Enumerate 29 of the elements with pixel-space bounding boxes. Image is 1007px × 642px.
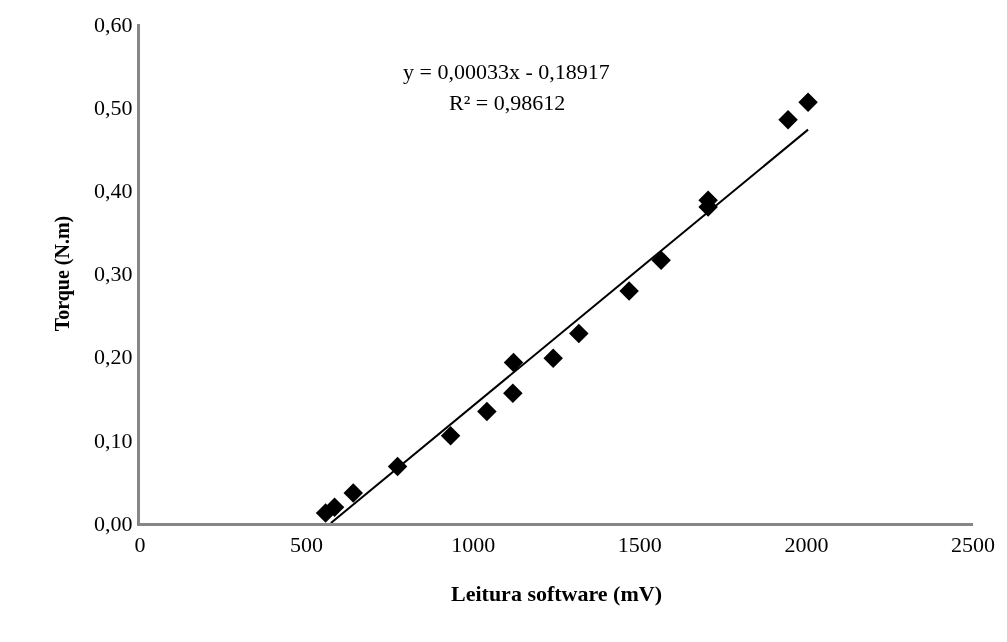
- point: [477, 401, 497, 422]
- y-tick-label: 0,40: [94, 178, 133, 204]
- annotation: y = 0,00033x - 0,18917: [403, 59, 610, 84]
- x-tick-label: 2500: [951, 532, 995, 558]
- x-tick-label: 0: [134, 532, 146, 558]
- y-tick-label: 0,50: [94, 94, 133, 120]
- point: [343, 483, 363, 503]
- point: [503, 383, 523, 404]
- point: [798, 92, 818, 112]
- x-tick-label: 2000: [784, 532, 829, 558]
- x-axis-title: Leitura software (mV): [451, 581, 662, 607]
- point: [543, 348, 563, 369]
- point: [619, 281, 639, 301]
- point: [651, 250, 671, 270]
- x-tick-label: 1000: [451, 532, 496, 558]
- x-tick-label: 500: [290, 532, 324, 558]
- point: [324, 497, 345, 517]
- point: [440, 425, 461, 446]
- point: [503, 352, 524, 373]
- annotation: R² = 0,98612: [449, 90, 566, 115]
- y-tick-label: 0,00: [94, 510, 133, 536]
- y-tick-label: 0,30: [94, 261, 133, 287]
- point: [778, 109, 798, 130]
- x-tick-label: 1500: [617, 532, 662, 558]
- point: [569, 323, 589, 344]
- y-tick-label: 0,20: [94, 344, 133, 370]
- y-tick-label: 0,10: [94, 427, 133, 453]
- y-tick-label: 0,60: [94, 11, 133, 37]
- y-axis-title: Torque (N.m): [50, 215, 74, 332]
